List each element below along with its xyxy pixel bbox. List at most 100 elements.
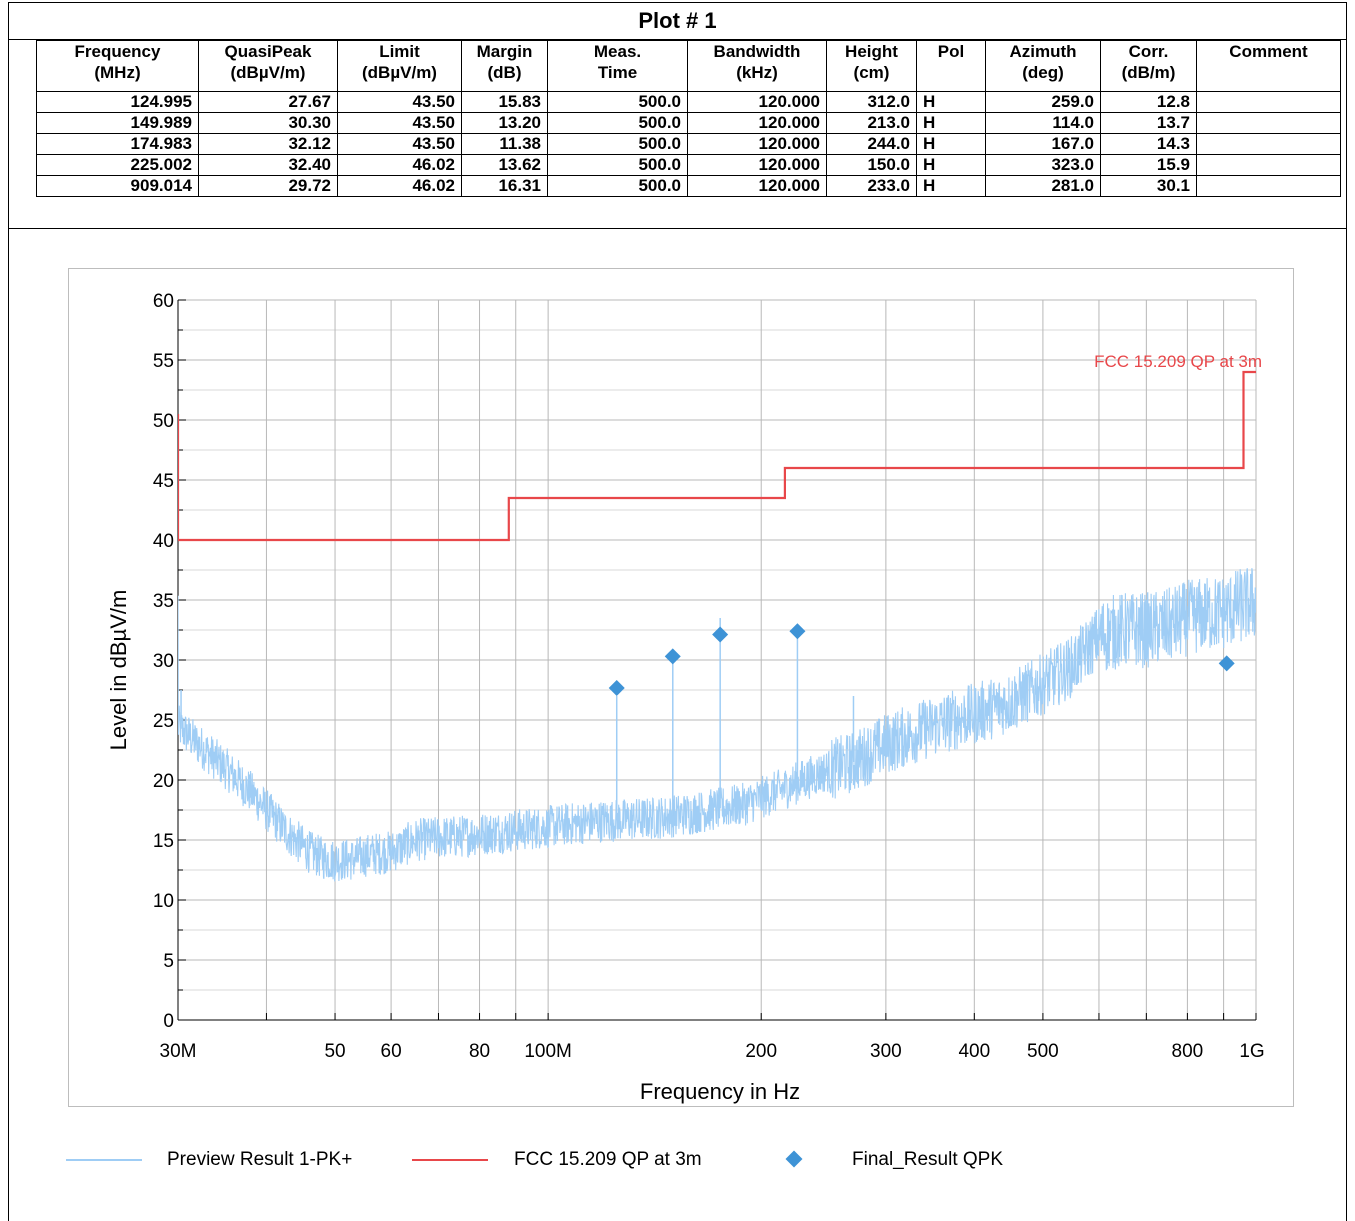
chart-panel [68,268,1294,1107]
final-result-marker [712,626,729,643]
y-tick-label: 0 [163,1011,174,1032]
table-cell: 29.72 [198,175,338,197]
x-axis-title: Frequency in Hz [640,1079,800,1104]
column-header-line2: (dB/m) [1121,63,1176,82]
final-result-marker [1218,655,1235,672]
x-tick-label: 300 [870,1041,902,1062]
table-body: 124.995 27.67 43.50 15.83 500.0 120.000 312.0 H… [36,91,1341,197]
y-tick-label: 25 [153,711,174,732]
y-tick-label: 40 [153,531,174,552]
column-header: Height (cm) [826,40,917,92]
table-cell: 500.0 [547,175,688,197]
table-cell: 167.0 [985,133,1101,155]
table-cell: 16.31 [461,175,548,197]
column-header-line2: (dB) [487,63,522,82]
y-tick-label: 60 [153,291,174,312]
column-header-line2: (kHz) [736,63,778,82]
column-header: Limit (dBµV/m) [337,40,462,92]
table-cell: 120.000 [687,175,827,197]
y-tick-label: 45 [153,471,174,492]
y-tick-label: 10 [153,891,174,912]
y-tick-label: 35 [153,591,174,612]
column-header-line1: Corr. [1128,42,1169,61]
column-header-line2: (deg) [1022,63,1064,82]
table-cell: 500.0 [547,91,688,113]
y-tick-label: 55 [153,351,174,372]
y-tick-label: 50 [153,411,174,432]
column-header: Pol [916,40,986,92]
column-header: Comment [1196,40,1341,92]
table-cell: 13.62 [461,154,548,176]
y-tick-label: 5 [163,951,174,972]
table-cell: 150.0 [826,154,917,176]
column-header-line2: (dBµV/m) [362,63,437,82]
x-tick-label: 400 [958,1041,990,1062]
preview-trace-line [178,568,1256,882]
final-result-marker [608,679,625,696]
column-header-line1: Pol [937,42,965,61]
table-cell: 120.000 [687,154,827,176]
legend-line-preview [66,1159,142,1161]
column-header: Margin (dB) [461,40,548,92]
limit-line-label: FCC 15.209 QP at 3m [1094,352,1262,371]
table-cell: 909.014 [36,175,199,197]
table-cell [1196,175,1341,197]
table-cell: 43.50 [337,133,462,155]
x-tick-label: 30M [160,1041,197,1062]
column-header-line1: Limit [379,42,420,61]
final-result-marker [789,623,806,640]
x-tick-label: 100M [524,1041,572,1062]
table-row: 124.995 27.67 43.50 15.83 500.0 120.000 312.0 H… [36,91,1341,113]
table-cell: 120.000 [687,112,827,134]
column-header-line1: Comment [1229,42,1308,61]
table-cell: 30.1 [1100,175,1197,197]
y-tick-label: 15 [153,831,174,852]
x-tick-label: 200 [745,1041,777,1062]
x-tick-label: 1G [1239,1041,1264,1062]
plot-title: Plot # 1 [8,2,1347,40]
y-tick-label: 30 [153,651,174,672]
legend-line-limit [412,1159,488,1161]
column-header-line2: (cm) [853,63,890,82]
final-result-marker [664,648,681,665]
column-header-line1: Margin [476,42,533,61]
column-header: Bandwidth (kHz) [687,40,827,92]
table-cell: 233.0 [826,175,917,197]
table-cell: 500.0 [547,133,688,155]
x-tick-label: 500 [1027,1041,1059,1062]
column-header-line1: Azimuth [1009,42,1077,61]
limit-line [178,370,1256,542]
results-table: Frequency (MHz) QuasiPeak (dBµV/m) Limit (dBµ… [36,40,1341,197]
y-axis-title: Level in dBµV/m [106,590,131,751]
table-cell: 12.8 [1100,91,1197,113]
column-header-line1: Height [845,42,898,61]
table-cell: 46.02 [337,175,462,197]
page-frame [8,2,1347,1221]
table-divider [8,228,1347,229]
x-tick-label: 800 [1172,1041,1204,1062]
table-header-row: Frequency (MHz) QuasiPeak (dBµV/m) Limit (dBµ… [36,40,1341,92]
legend-label-final: Final_Result QPK [852,1149,1004,1170]
x-tick-label: 80 [469,1041,490,1062]
table-cell: 13.20 [461,112,548,134]
table-cell: 32.40 [198,154,338,176]
y-tick-label: 20 [153,771,174,792]
table-cell: 312.0 [826,91,917,113]
table-cell: 149.989 [36,112,199,134]
table-row: 174.983 32.12 43.50 11.38 500.0 120.000 244.0 H… [36,133,1341,155]
column-header-line1: Meas. [593,42,642,61]
table-row: 909.014 29.72 46.02 16.31 500.0 120.000 233.0 H… [36,175,1341,197]
x-tick-label: 60 [381,1041,402,1062]
x-tick-label: 50 [324,1041,345,1062]
column-header-line2: Time [597,63,638,82]
legend-label-preview: Preview Result 1-PK+ [167,1149,353,1170]
column-header-line1: Bandwidth [713,42,801,61]
column-header-line1: Frequency [74,42,161,61]
column-header-line1: QuasiPeak [224,42,312,61]
column-header-line2: (MHz) [94,63,141,82]
legend-label-limit: FCC 15.209 QP at 3m [514,1149,702,1170]
column-header: Meas. Time [547,40,688,92]
table-row: 225.002 32.40 46.02 13.62 500.0 120.000 150.0 H… [36,154,1341,176]
column-header-line2: (dBµV/m) [230,63,306,82]
